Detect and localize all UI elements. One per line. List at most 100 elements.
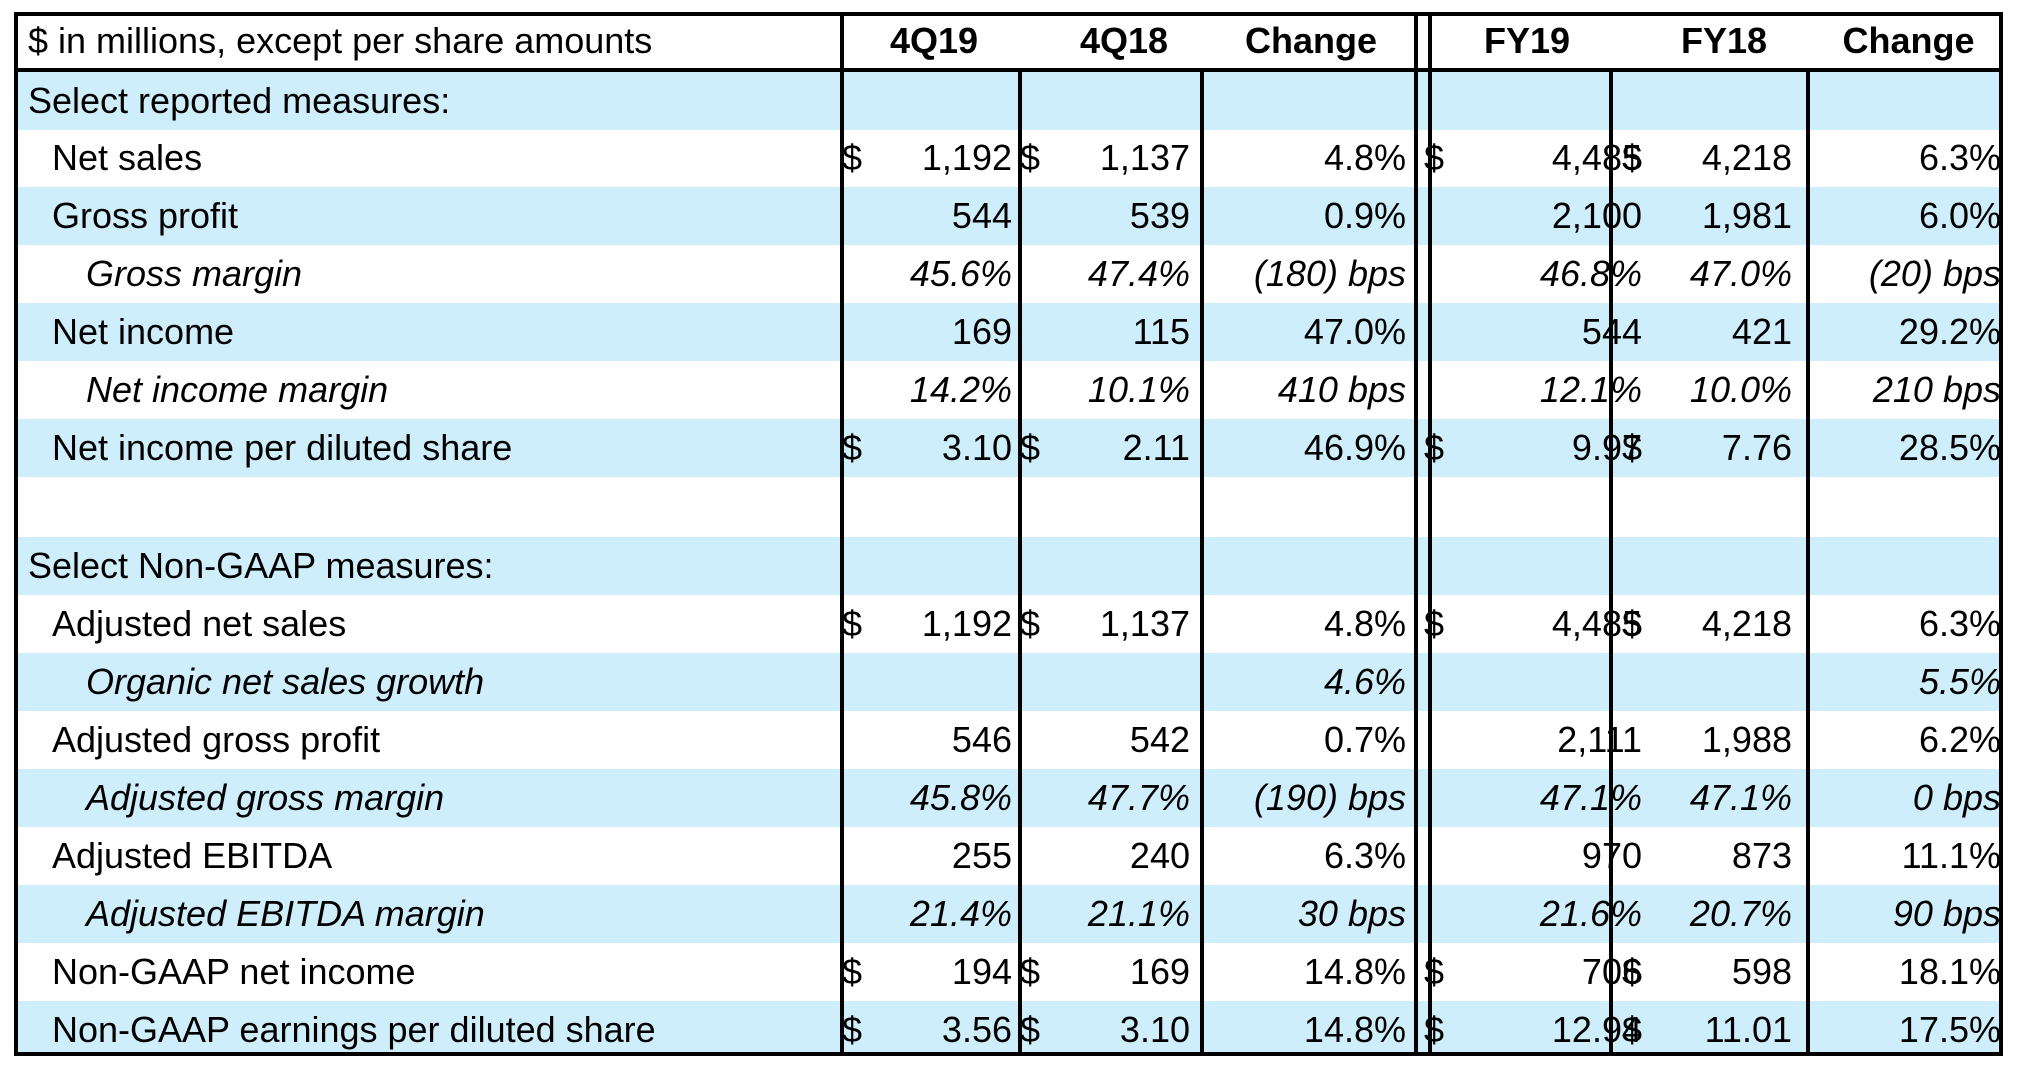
value-cell: 46.9% xyxy=(1303,427,1406,468)
value-cell xyxy=(1454,653,1642,711)
value-cell xyxy=(1210,537,1406,595)
value-cell xyxy=(1050,537,1190,595)
value-cell: 30 bps xyxy=(1297,893,1406,934)
value-cell: 47.1% xyxy=(1539,777,1642,818)
dollar-sign xyxy=(842,769,872,827)
dollar-sign xyxy=(1020,72,1050,130)
dollar-sign: $ xyxy=(1622,603,1643,644)
table-row: Net income 169 115 47.0% 544 421 29.2% xyxy=(14,303,2003,361)
grid-line xyxy=(1806,68,1810,1056)
value-cell: 10.1% xyxy=(1087,369,1190,410)
dollar-sign xyxy=(1020,479,1050,537)
table-row xyxy=(14,479,2003,537)
header-fy-change: Change xyxy=(1842,20,1975,61)
value-cell: 11.1% xyxy=(1901,835,2001,876)
value-cell: 873 xyxy=(1731,835,1792,876)
dollar-sign: $ xyxy=(1020,951,1041,992)
grid-line xyxy=(1428,12,1432,1056)
value-cell xyxy=(1454,479,1642,537)
value-cell: 542 xyxy=(1129,719,1190,760)
table-row: Net income per diluted share $3.10 $2.11 46… xyxy=(14,419,2003,477)
value-cell: 12.1% xyxy=(1539,369,1642,410)
dollar-sign xyxy=(1622,303,1652,361)
value-cell: 210 bps xyxy=(1872,369,2001,410)
value-cell xyxy=(872,479,1012,537)
value-cell: 2.11 xyxy=(1122,427,1190,468)
table-row: Non-GAAP earnings per diluted share $3.56… xyxy=(14,1001,2003,1055)
value-cell xyxy=(872,72,1012,130)
dollar-sign: $ xyxy=(1020,1009,1041,1050)
value-cell: 4,218 xyxy=(1701,137,1792,178)
dollar-sign xyxy=(842,711,872,769)
dollar-sign xyxy=(1622,827,1652,885)
grid-line xyxy=(1414,12,1418,1056)
dollar-sign xyxy=(1020,303,1050,361)
grid-line xyxy=(14,68,2003,72)
value-cell: 14.8% xyxy=(1303,951,1406,992)
dollar-sign: $ xyxy=(1020,137,1041,178)
dollar-sign xyxy=(842,245,872,303)
dollar-sign: $ xyxy=(1020,427,1041,468)
value-cell xyxy=(872,537,1012,595)
grid-line xyxy=(1999,12,2003,1056)
dollar-sign xyxy=(1622,537,1652,595)
value-cell: 47.0% xyxy=(1689,253,1792,294)
value-cell: (190) bps xyxy=(1253,777,1406,818)
value-cell: 115 xyxy=(1132,311,1190,352)
value-cell: 47.4% xyxy=(1087,253,1190,294)
value-cell: 90 bps xyxy=(1892,893,2001,934)
grid-line xyxy=(1200,68,1204,1056)
table-row: Select Non-GAAP measures: xyxy=(14,537,2003,595)
value-cell: 45.6% xyxy=(909,253,1012,294)
value-cell: 46.8% xyxy=(1539,253,1642,294)
grid-line xyxy=(840,12,844,1056)
value-cell: 4.8% xyxy=(1323,137,1406,178)
row-label: Non-GAAP net income xyxy=(52,951,416,992)
value-cell xyxy=(1796,479,2001,537)
table-row: Gross margin 45.6% 47.4% (180) bps 46.8% 47.0… xyxy=(14,245,2003,303)
value-cell: 169 xyxy=(951,311,1012,352)
value-cell: 2,111 xyxy=(1557,719,1642,760)
dollar-sign: $ xyxy=(842,427,863,468)
dollar-sign: $ xyxy=(842,603,863,644)
value-cell: 1,192 xyxy=(921,137,1012,178)
dollar-sign xyxy=(1622,187,1652,245)
value-cell: 3.56 xyxy=(941,1009,1012,1050)
value-cell: 1,988 xyxy=(1701,719,1792,760)
dollar-sign xyxy=(842,653,872,711)
row-label: Net income xyxy=(52,311,235,352)
dollar-sign xyxy=(842,885,872,943)
value-cell: 14.8% xyxy=(1303,1009,1406,1050)
value-cell: 21.1% xyxy=(1087,893,1190,934)
value-cell xyxy=(1796,72,2001,130)
value-cell: 4.8% xyxy=(1323,603,1406,644)
value-cell xyxy=(1652,479,1792,537)
dollar-sign xyxy=(1020,769,1050,827)
dollar-sign xyxy=(842,479,872,537)
dollar-sign: $ xyxy=(1622,137,1643,178)
value-cell: 0.7% xyxy=(1323,719,1406,760)
value-cell: 4.6% xyxy=(1323,661,1406,702)
value-cell: 6.0% xyxy=(1918,195,2001,236)
value-cell: 14.2% xyxy=(909,369,1012,410)
value-cell xyxy=(1210,72,1406,130)
header-fy19: FY19 xyxy=(1483,20,1571,61)
value-cell: 0 bps xyxy=(1912,777,2001,818)
value-cell: 4,485 xyxy=(1551,137,1642,178)
row-label: Select reported measures: xyxy=(28,80,451,121)
value-cell: 706 xyxy=(1454,943,1642,1001)
value-cell xyxy=(1050,653,1190,711)
row-label: Net income margin xyxy=(86,369,389,410)
value-cell: (180) bps xyxy=(1253,253,1406,294)
value-cell: 1,137 xyxy=(1099,603,1190,644)
value-cell xyxy=(1210,479,1406,537)
value-cell: 4,485 xyxy=(1551,603,1642,644)
financial-summary-table: $ in millions, except per share amounts … xyxy=(14,12,2003,1056)
header-row: $ in millions, except per share amounts … xyxy=(14,12,2003,70)
header-4q19: 4Q19 xyxy=(889,20,979,61)
value-cell: 6.2% xyxy=(1918,719,2001,760)
value-cell: 28.5% xyxy=(1898,427,2001,468)
value-cell: 5.5% xyxy=(1918,661,2001,702)
grid-line xyxy=(1609,68,1613,1056)
dollar-sign xyxy=(1622,769,1652,827)
